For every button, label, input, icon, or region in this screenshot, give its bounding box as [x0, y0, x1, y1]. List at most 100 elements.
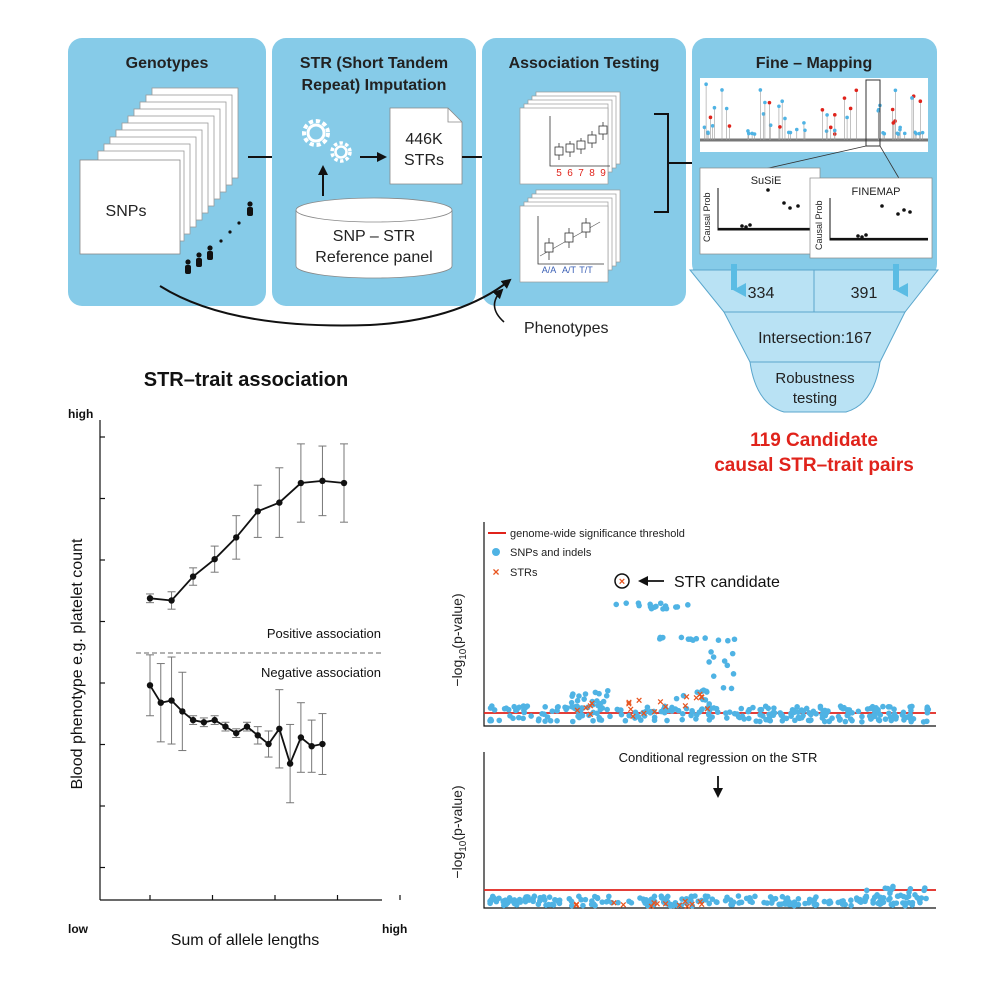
thumbnail-point: [724, 106, 729, 111]
snp-point: [912, 892, 918, 898]
thumbnail-point: [767, 100, 772, 105]
snp-point: [596, 690, 602, 697]
snp-point: [597, 700, 604, 707]
str-point: ×: [620, 900, 626, 912]
snp-point: [739, 713, 746, 719]
data-point: [168, 697, 175, 704]
snp-point: [511, 703, 517, 710]
snp-point: [683, 900, 690, 907]
snp-point: [807, 717, 813, 724]
snp-point: [902, 902, 908, 909]
snp-point: [633, 713, 640, 719]
finemap-dot: [908, 210, 912, 214]
snp-point: [539, 711, 545, 717]
snp-point: [679, 716, 686, 723]
finemap-dot: [896, 212, 900, 216]
data-point: [254, 732, 261, 739]
snp-point: [651, 717, 658, 724]
snp-point: [623, 600, 630, 606]
str-doc-line2: STRs: [404, 152, 444, 169]
snp-point: [662, 705, 668, 711]
snp-point: [726, 709, 733, 715]
data-point: [179, 708, 186, 715]
reference-line1: SNP – STR: [333, 228, 415, 245]
data-point: [276, 499, 283, 506]
gear-icon: [302, 119, 330, 147]
positive-label: Positive association: [267, 626, 381, 641]
thumbnail-point: [910, 96, 914, 100]
reference-panel-cylinder: SNP – STR Reference panel: [295, 197, 453, 279]
snp-point: [663, 605, 670, 612]
snp-point: [643, 897, 649, 903]
str-point: ×: [641, 708, 647, 720]
data-point: [200, 719, 208, 726]
panel-finemapping: Fine – Mapping SuSiE Causal Prob FINEMAP…: [692, 38, 937, 278]
snp-point: [544, 714, 551, 720]
data-point: [243, 723, 251, 730]
snp-tick: T/T: [579, 265, 593, 275]
thumbnail-point: [783, 116, 787, 121]
data-point: [189, 573, 197, 580]
snp-point: [607, 713, 613, 720]
funnel: 334 391 Intersection:167 Robustness test…: [688, 264, 940, 413]
str-candidate-marker: ×: [619, 576, 625, 588]
snp-point: [792, 717, 798, 724]
str-point: ×: [662, 899, 668, 911]
snp-point: [658, 895, 665, 901]
snp-point: [900, 712, 906, 718]
zoom-line: [879, 145, 901, 181]
gear-icon: [330, 141, 352, 163]
snp-point: [763, 716, 769, 723]
snp-point: [779, 717, 786, 724]
str-point: ×: [651, 707, 657, 719]
str-point: ×: [651, 897, 657, 909]
snp-plot-stack: A/A A/T T/T: [519, 189, 621, 283]
panel-association-title: Association Testing: [509, 55, 660, 72]
thumbnail-point: [920, 130, 925, 135]
str-point: ×: [704, 704, 710, 716]
snp-point: [880, 703, 886, 710]
snp-point: [657, 600, 664, 607]
snp-point: [574, 697, 581, 704]
snp-point: [855, 708, 862, 715]
snp-point: [757, 712, 763, 718]
snp-point: [582, 691, 589, 697]
snp-point: [710, 654, 717, 660]
snp-point: [578, 896, 584, 903]
susie-dot: [796, 204, 800, 208]
snp-point: [507, 713, 513, 719]
robustness-line1: Robustness: [775, 370, 854, 387]
snp-card-label: SNPs: [106, 203, 147, 220]
snp-point: [683, 705, 690, 712]
snp-point: [746, 715, 752, 722]
snp-boxplots: [544, 218, 591, 260]
snp-point: [535, 717, 542, 724]
thumbnail-point: [882, 131, 887, 136]
snp-point: [568, 699, 575, 706]
snp-point: [867, 705, 873, 712]
str-point: ×: [611, 898, 617, 910]
str-point: ×: [698, 899, 704, 911]
snp-point: [689, 709, 696, 715]
snp-point: [599, 705, 606, 711]
str-point: ×: [676, 900, 682, 912]
str-point: ×: [587, 701, 593, 713]
snp-point: [725, 637, 731, 644]
data-point: [254, 508, 261, 515]
str-point: ×: [573, 899, 579, 911]
snp-point: [878, 900, 885, 907]
str-point: ×: [573, 900, 579, 912]
snp-point: [736, 900, 742, 906]
snp-point: [848, 902, 854, 909]
data-point: [319, 740, 326, 748]
str-boxplot-card: [519, 107, 609, 185]
str-point: ×: [648, 901, 654, 913]
snp-point: [877, 712, 884, 718]
str-point: ×: [627, 704, 633, 716]
snp-tick: A/T: [562, 265, 577, 275]
snp-point: [724, 715, 730, 721]
susie-dots: [740, 188, 800, 229]
snp-point: [770, 710, 776, 716]
person-icon: [196, 252, 202, 267]
panel-imputation-title-2: Repeat) Imputation: [302, 77, 447, 94]
